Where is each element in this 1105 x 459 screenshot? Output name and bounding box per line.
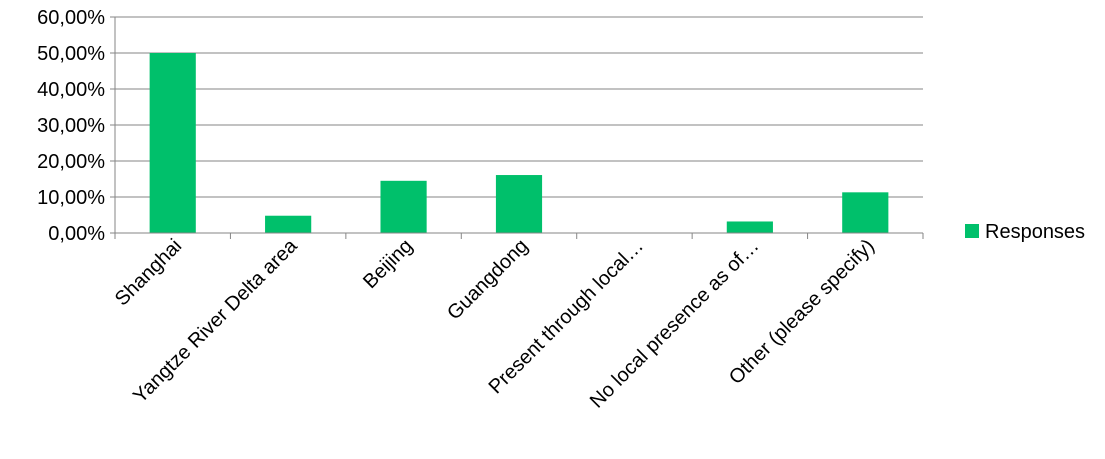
- gridlines: [110, 16, 923, 234]
- bars: [149, 53, 889, 233]
- y-tick-label: 40,00%: [37, 79, 105, 101]
- axes: [114, 17, 924, 239]
- bar: [495, 175, 543, 233]
- x-tick-label: Shanghai: [111, 235, 186, 310]
- bar: [842, 192, 889, 233]
- y-tick-label: 30,00%: [37, 115, 105, 137]
- y-tick-label: 50,00%: [37, 43, 105, 65]
- x-tick-label: Beijing: [359, 235, 417, 293]
- bar: [726, 221, 773, 233]
- y-tick-label: 60,00%: [37, 7, 105, 29]
- bar: [265, 215, 312, 233]
- legend-label-responses: Responses: [985, 221, 1085, 243]
- bar: [149, 53, 196, 233]
- legend: Responses: [965, 221, 1085, 243]
- legend-swatch-responses: [965, 224, 979, 238]
- y-tick-label: 10,00%: [37, 187, 105, 209]
- y-tick-label: 0,00%: [48, 223, 105, 245]
- y-tick-label: 20,00%: [37, 151, 105, 173]
- bar: [380, 180, 427, 233]
- x-tick-label: Guangdong: [443, 235, 532, 324]
- y-axis-tick-labels: 0,00% 10,00% 20,00% 30,00% 40,00% 50,00% 60,00…: [37, 7, 105, 245]
